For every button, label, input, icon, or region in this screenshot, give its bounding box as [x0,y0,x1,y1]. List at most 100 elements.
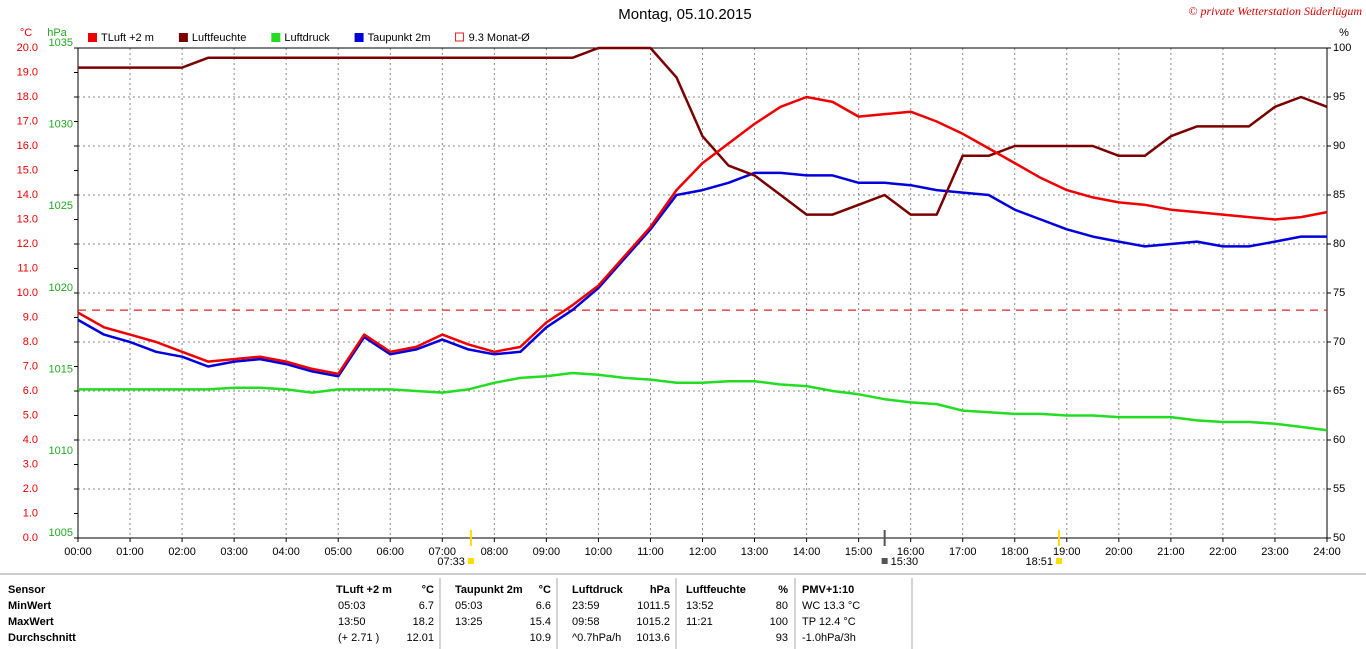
table-cell: 6.7 [419,600,434,612]
x-tick-label: 01:00 [116,546,144,558]
table-cell: -1.0hPa/3h [802,632,856,644]
y2-axis-label: % [1339,27,1349,39]
legend-swatch [88,33,97,42]
y3-tick-label: 1020 [49,282,73,294]
table-cell: 1011.5 [637,600,670,612]
table-cell: 15.4 [530,616,551,628]
table-cell: Taupunkt 2m [455,584,523,596]
y-tick-label: 5.0 [23,409,38,421]
y-tick-label: 6.0 [23,385,38,397]
table-cell: °C [422,584,434,596]
x-tick-label: 06:00 [376,546,404,558]
table-cell: 05:03 [338,600,366,612]
y2-tick-label: 50 [1333,532,1345,544]
y2-tick-label: 90 [1333,140,1345,152]
annotation-label: 18:51 [1025,556,1053,568]
table-cell: % [778,584,788,596]
table-cell: Luftdruck [572,584,624,596]
y2-tick-label: 75 [1333,287,1345,299]
x-tick-label: 03:00 [220,546,248,558]
x-tick-label: 14:00 [793,546,821,558]
y-tick-label: 3.0 [23,458,38,470]
chart-title: Montag, 05.10.2015 [618,6,751,23]
legend-swatch [271,33,281,42]
table-cell: Luftfeuchte [686,584,746,596]
y3-tick-label: 1005 [49,527,73,539]
legend-swatch [455,32,465,42]
table-cell: 23:59 [572,600,600,612]
x-tick-label: 22:00 [1209,546,1237,558]
y2-tick-label: 85 [1333,189,1345,201]
x-tick-label: 02:00 [168,546,196,558]
table-cell: °C [539,584,551,596]
y-tick-label: 10.0 [17,287,38,299]
y-tick-label: 1.0 [23,507,38,519]
series-line [77,171,1327,378]
x-tick-label: 13:00 [741,546,769,558]
legend-swatch [178,33,188,42]
table-cell: 1013.6 [636,632,670,644]
table-cell: 13:52 [686,600,714,612]
y-tick-label: 19.0 [17,66,38,78]
y3-tick-label: 1025 [49,200,73,212]
y-tick-label: 11.0 [17,262,38,274]
series-line [78,371,1328,432]
y-axis-label: °C [20,27,32,39]
table-cell: 18.2 [413,616,434,628]
y-tick-label: 4.0 [23,434,38,446]
legend-swatch [354,33,364,42]
y3-axis-label: hPa [47,27,67,39]
table-cell: Sensor [8,584,46,596]
legend-label: TLuft +2 m [101,32,154,44]
y-tick-label: 18.0 [17,91,38,103]
annotation-label: 15:30 [891,556,919,568]
y3-tick-label: 1010 [49,445,73,457]
y2-tick-label: 65 [1333,385,1345,397]
y2-tick-label: 80 [1333,238,1345,250]
annotation-icon [881,558,888,564]
y-tick-label: 15.0 [17,164,38,176]
credit: © private Wetterstation Süderlügum [1188,4,1362,18]
y-tick-label: 16.0 [17,140,38,152]
legend-label: Luftdruck [284,32,330,44]
table-cell: 09:58 [572,616,600,628]
x-tick-label: 07:00 [429,546,457,558]
y3-tick-label: 1030 [49,119,73,131]
x-tick-label: 21:00 [1157,546,1185,558]
x-tick-label: 11:00 [637,546,664,558]
x-tick-label: 00:00 [64,546,92,558]
table-cell: 80 [776,600,788,612]
y-tick-label: 13.0 [17,213,38,225]
table-cell: 93 [776,632,788,644]
y-tick-label: 17.0 [17,115,38,127]
table-cell: hPa [650,584,671,596]
annotation-label: 07:33 [437,556,465,568]
table-cell: 6.6 [536,600,551,612]
y3-tick-label: 1015 [49,364,73,376]
y2-tick-label: 95 [1333,91,1345,103]
table-cell: TLuft +2 m [336,584,392,596]
table-cell: WC 13.3 °C [802,600,860,612]
table-cell: MaxWert [8,616,54,628]
x-tick-label: 12:00 [689,546,717,558]
x-tick-label: 08:00 [481,546,509,558]
table-cell: 11:21 [686,616,713,628]
table-cell: PMV+1:10 [802,584,854,596]
x-tick-label: 18:00 [1001,546,1029,558]
x-tick-label: 24:00 [1313,546,1341,558]
x-tick-label: 23:00 [1261,546,1289,558]
y-tick-label: 0.0 [23,532,38,544]
y2-tick-label: 70 [1333,336,1345,348]
y-tick-label: 12.0 [17,238,38,250]
x-tick-label: 04:00 [272,546,300,558]
y-tick-label: 8.0 [23,336,38,348]
table-cell: (+ 2.71 ) [338,632,379,644]
y2-tick-label: 55 [1333,483,1345,495]
legend-label: Luftfeuchte [192,32,246,44]
table-cell: ^0.7hPa/h [572,632,621,644]
x-tick-label: 05:00 [324,546,352,558]
table-cell: 100 [770,616,788,628]
series-line [78,46,1328,216]
x-tick-label: 19:00 [1053,546,1081,558]
x-tick-label: 09:00 [533,546,561,558]
